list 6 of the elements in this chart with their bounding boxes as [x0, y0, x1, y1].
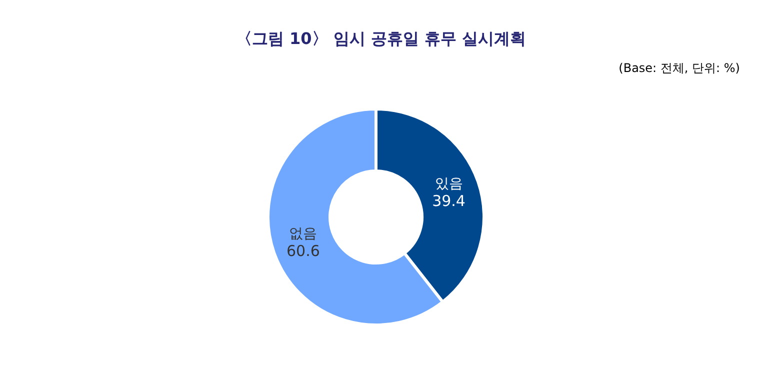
- data-label: 60.6: [286, 242, 320, 260]
- slice-label: 있음: [434, 176, 463, 192]
- chart-title: 〈그림 10〉 임시 공휴일 휴무 실시계획: [236, 29, 526, 48]
- data-label: 39.4: [432, 192, 466, 210]
- text: (Base: 전체, 단위: %): [618, 61, 740, 75]
- slice-label: 없음: [289, 226, 318, 242]
